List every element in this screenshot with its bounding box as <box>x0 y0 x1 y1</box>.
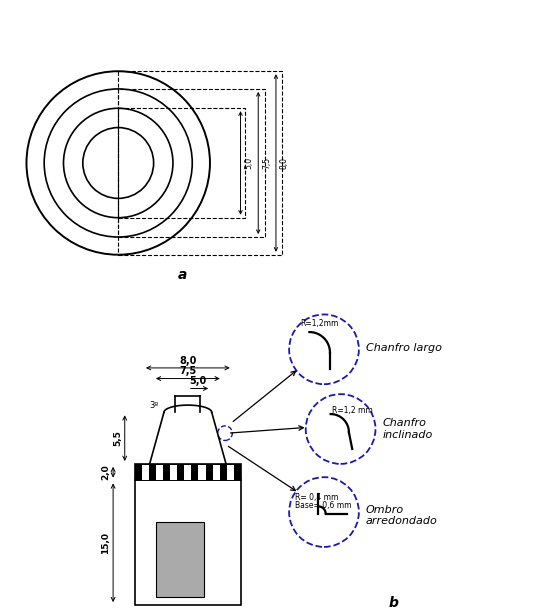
Bar <box>213 465 220 480</box>
Text: b: b <box>389 596 398 610</box>
Text: 7,5: 7,5 <box>262 157 271 169</box>
Bar <box>118 108 245 218</box>
Bar <box>156 465 163 480</box>
Bar <box>135 480 241 605</box>
Text: 8,0: 8,0 <box>179 355 196 365</box>
Text: Chanfro largo: Chanfro largo <box>366 343 441 352</box>
Text: 5,0: 5,0 <box>244 157 254 169</box>
Text: 5,5: 5,5 <box>113 430 122 446</box>
Text: R=1,2mm: R=1,2mm <box>300 319 339 328</box>
Text: Chanfro
inclinado: Chanfro inclinado <box>382 418 432 440</box>
Bar <box>227 465 234 480</box>
Text: 5,0: 5,0 <box>189 376 207 386</box>
Bar <box>118 71 282 255</box>
Bar <box>184 465 191 480</box>
Text: R= 0,4 mm: R= 0,4 mm <box>295 493 338 502</box>
Text: 3º: 3º <box>149 401 159 410</box>
Bar <box>170 465 177 480</box>
Bar <box>135 464 241 480</box>
Text: Base= 0,6 mm: Base= 0,6 mm <box>295 501 351 510</box>
Text: R=1,2 mm: R=1,2 mm <box>332 406 373 415</box>
Text: 15,0: 15,0 <box>102 532 110 554</box>
Text: 7,5: 7,5 <box>179 366 196 376</box>
Bar <box>142 465 149 480</box>
Bar <box>199 465 205 480</box>
Text: 8,0: 8,0 <box>280 157 289 169</box>
Bar <box>118 89 265 237</box>
Bar <box>157 522 204 597</box>
Text: Ombro
arredondado: Ombro arredondado <box>366 504 437 526</box>
Text: a: a <box>178 268 187 282</box>
Text: 2,0: 2,0 <box>102 464 110 480</box>
